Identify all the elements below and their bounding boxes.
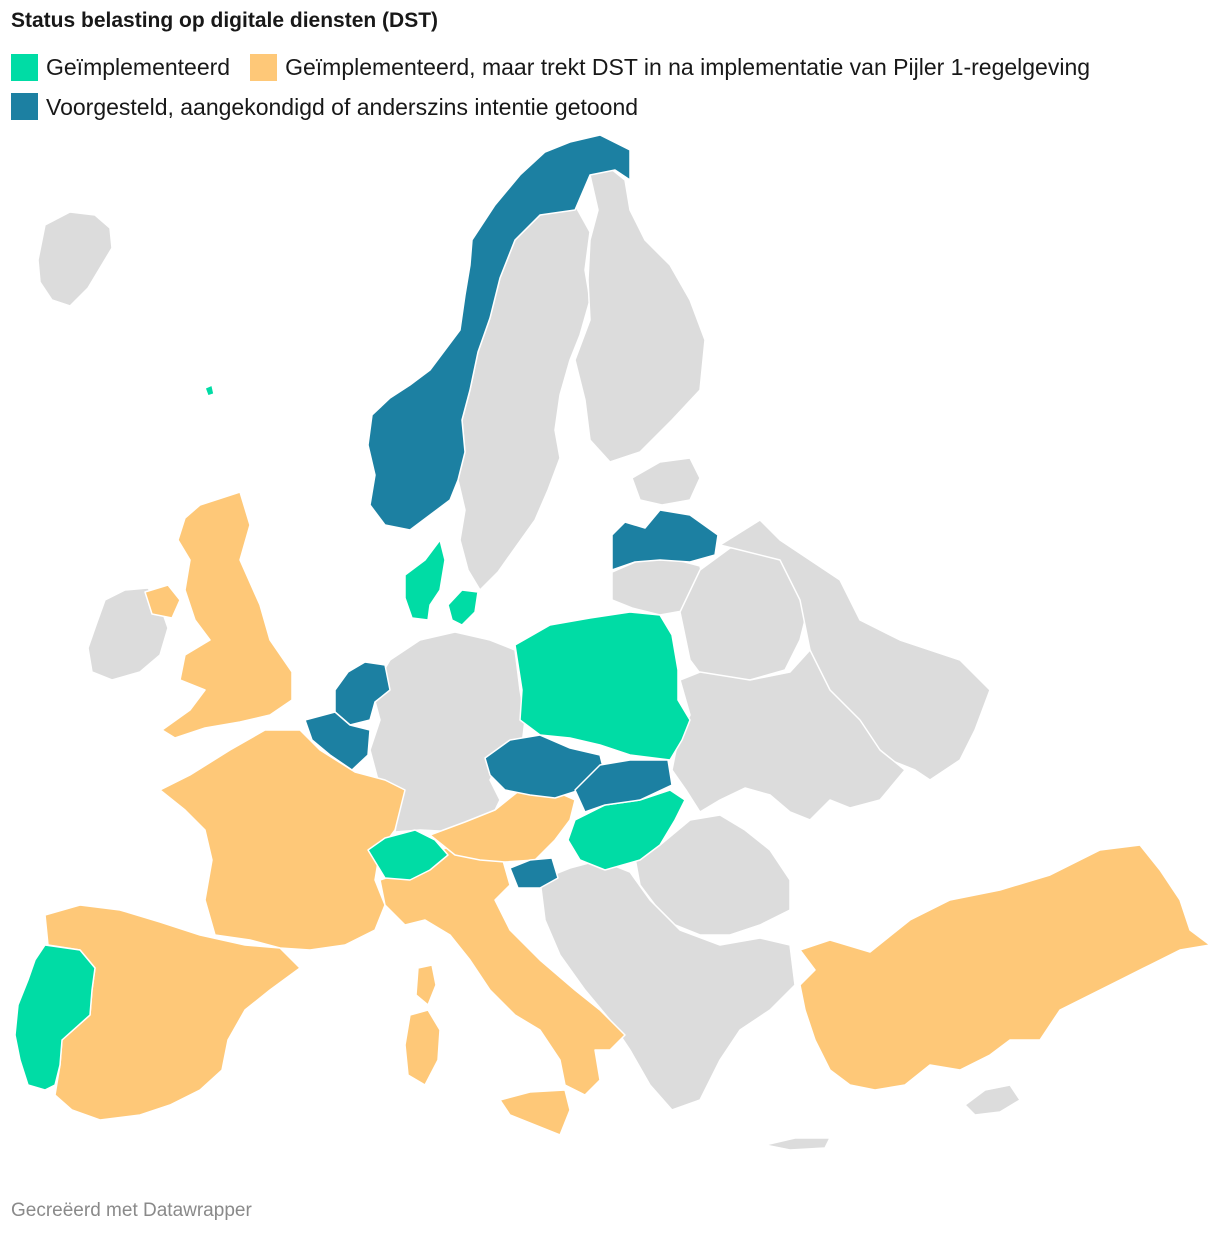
country-corsica[interactable] (415, 964, 437, 1006)
legend-swatch-withdraw (250, 53, 278, 81)
country-denmark[interactable] (404, 539, 446, 621)
country-switzerland[interactable] (367, 829, 449, 881)
country-france[interactable] (159, 729, 406, 951)
country-sicily[interactable] (499, 1089, 571, 1136)
country-germany[interactable] (369, 631, 526, 833)
legend-item-withdraw: Geïmplementeerd, maar trekt DST in na im… (250, 50, 1090, 84)
country-cyprus[interactable] (964, 1084, 1021, 1116)
legend-label-proposed: Voorgesteld, aangekondigd of anderszins … (46, 93, 639, 120)
country-slovenia[interactable] (509, 857, 559, 889)
country-belgium[interactable] (304, 711, 371, 771)
country-finland[interactable] (574, 167, 706, 463)
country-latvia[interactable] (611, 509, 719, 571)
country-turkey[interactable] (799, 844, 1211, 1091)
country-estonia[interactable] (631, 457, 701, 506)
legend-item-proposed: Voorgesteld, aangekondigd of anderszins … (11, 90, 638, 124)
footer-credit: Gecreëerd met Datawrapper (11, 1200, 252, 1221)
country-austria[interactable] (429, 787, 576, 863)
legend-label-withdraw: Geïmplementeerd, maar trekt DST in na im… (285, 54, 1091, 80)
country-portugal[interactable] (14, 944, 96, 1091)
legend-swatch-implemented (11, 53, 38, 81)
legend-item-implemented: Geïmplementeerd (11, 50, 230, 84)
country-ireland[interactable] (87, 587, 169, 681)
country-faroe[interactable] (204, 384, 215, 397)
legend: Geïmplementeerd Geïmplementeerd, maar tr… (11, 50, 1211, 129)
country-crete[interactable] (764, 1137, 831, 1151)
country-sardinia[interactable] (404, 1009, 441, 1086)
country-united-kingdom[interactable] (161, 491, 293, 739)
europe-map (14, 134, 1211, 1151)
country-northern-ireland[interactable] (144, 584, 181, 619)
country-slovakia[interactable] (574, 759, 673, 813)
country-poland[interactable] (514, 611, 691, 761)
legend-swatch-proposed (11, 93, 38, 120)
chart-title: Status belasting op digitale diensten (D… (11, 9, 439, 32)
country-denmark-islands[interactable] (447, 589, 479, 626)
country-norway[interactable] (367, 134, 631, 531)
country-ukraine[interactable] (671, 649, 906, 821)
legend-label-implemented: Geïmplementeerd (46, 54, 231, 80)
country-balkans[interactable] (539, 859, 796, 1111)
country-iceland[interactable] (37, 211, 113, 307)
